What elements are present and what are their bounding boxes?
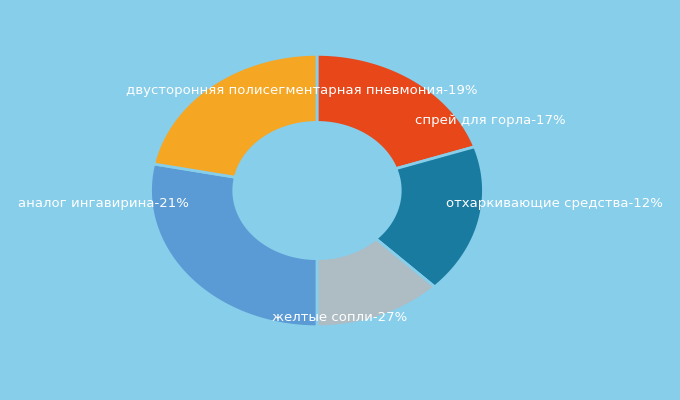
PathPatch shape — [150, 164, 317, 327]
PathPatch shape — [154, 54, 317, 177]
PathPatch shape — [376, 147, 483, 287]
Text: аналог ингавирина-21%: аналог ингавирина-21% — [18, 197, 188, 210]
PathPatch shape — [317, 239, 435, 327]
Text: желтые сопли-27%: желтые сопли-27% — [272, 311, 407, 324]
Text: двусторонняя полисегментарная пневмония-19%: двусторонняя полисегментарная пневмония-… — [126, 84, 477, 97]
PathPatch shape — [317, 54, 475, 169]
Text: спрей для горла-17%: спрей для горла-17% — [415, 114, 566, 127]
Text: отхаркивающие средства-12%: отхаркивающие средства-12% — [445, 197, 662, 210]
